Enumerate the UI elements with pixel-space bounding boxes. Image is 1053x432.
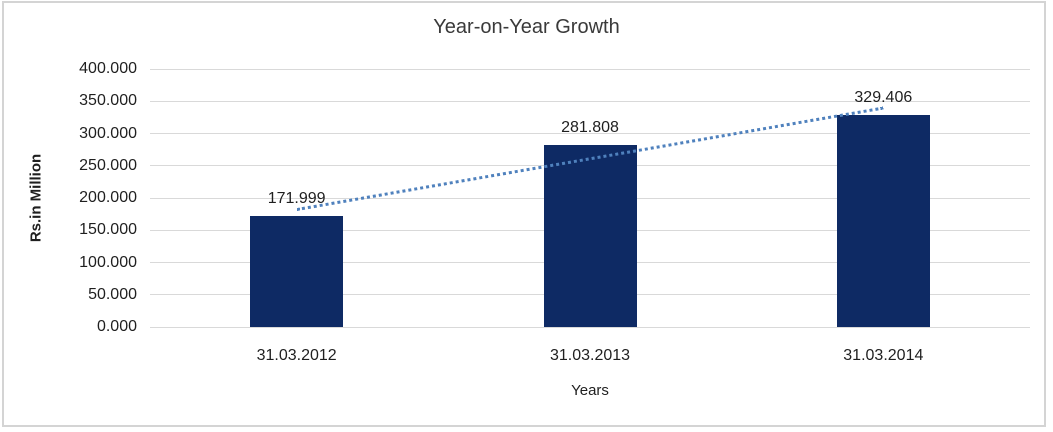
x-axis-title: Years bbox=[571, 382, 609, 399]
bar bbox=[836, 114, 930, 327]
y-tick-label: 250.000 bbox=[79, 156, 137, 174]
bar bbox=[543, 145, 637, 327]
bar-value-label: 281.808 bbox=[561, 119, 619, 137]
y-tick-label: 150.000 bbox=[79, 221, 137, 239]
y-tick-label: 0.000 bbox=[96, 318, 137, 335]
chart-title: Year-on-Year Growth bbox=[433, 16, 620, 38]
gridline bbox=[150, 100, 1030, 102]
bar bbox=[250, 216, 344, 327]
y-tick-label: 350.000 bbox=[79, 92, 137, 110]
bar-value-label: 329.406 bbox=[854, 88, 913, 106]
y-axis-title: Rs.in Million bbox=[27, 153, 45, 243]
y-tick-label: 50.000 bbox=[88, 285, 137, 303]
x-tick-label: 31.03.2013 bbox=[549, 347, 631, 364]
y-tick-label: 300.000 bbox=[79, 124, 137, 142]
y-tick-label: 400.000 bbox=[79, 60, 137, 77]
gridline bbox=[150, 326, 1030, 328]
x-tick-label: 31.03.2014 bbox=[843, 347, 924, 364]
y-tick-label: 100.000 bbox=[79, 253, 137, 271]
gridline bbox=[150, 68, 1030, 70]
x-tick-label: 31.03.2012 bbox=[256, 347, 337, 364]
bar-value-label: 171.999 bbox=[267, 190, 326, 208]
y-tick-label: 200.000 bbox=[79, 189, 137, 206]
gridline bbox=[150, 133, 1030, 134]
